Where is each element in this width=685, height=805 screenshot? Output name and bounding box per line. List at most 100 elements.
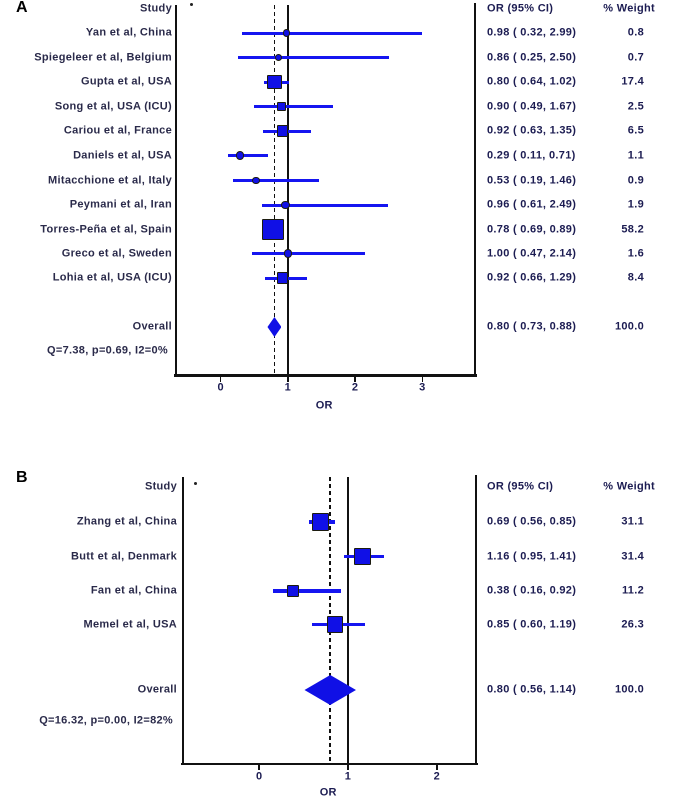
stats-or-ci: 0.86 ( 0.25, 2.50) [487, 50, 577, 63]
stats-or-ci: 0.80 ( 0.64, 1.02) [487, 75, 577, 88]
stats-weight: 1.6 [627, 246, 644, 259]
ref-line-null-or1 [347, 477, 349, 763]
axis-tick [347, 765, 349, 770]
stats-or-ci: 0.92 ( 0.63, 1.35) [487, 124, 577, 137]
stats-weight: 26.3 [621, 617, 644, 630]
study-marker [267, 74, 282, 90]
study-ci-line [261, 203, 389, 207]
axis-tick [354, 376, 356, 382]
study-label: Peymani et al, Iran [69, 198, 172, 211]
stats-weight: 31.4 [621, 549, 644, 562]
stats-or-ci: 1.00 ( 0.47, 2.14) [487, 246, 577, 259]
overall-stats-or-ci: 0.80 ( 0.73, 0.88) [487, 320, 577, 333]
study-marker [353, 547, 371, 566]
overall-stats-or-ci: 0.80 ( 0.56, 1.14) [487, 683, 577, 696]
study-marker [276, 125, 289, 137]
plot-frame-right-line [473, 3, 476, 376]
study-label: Greco et al, Sweden [61, 246, 172, 259]
stats-or-ci: 0.29 ( 0.11, 0.71) [487, 148, 576, 161]
study-label: Song et al, USA (ICU) [54, 99, 172, 112]
study-marker [326, 616, 343, 633]
study-marker [286, 584, 300, 598]
study-label: Cariou et al, France [63, 124, 172, 137]
stats-weight: 2.5 [627, 99, 644, 112]
study-ci-line [252, 252, 365, 255]
stats-weight: 1.1 [627, 148, 644, 161]
study-marker [283, 249, 293, 258]
study-column-header: Study [139, 2, 172, 15]
stats-or-ci: 0.85 ( 0.60, 1.19) [487, 617, 577, 630]
x-axis-line [174, 374, 477, 377]
study-label: Lohia et al, USA (ICU) [52, 271, 172, 284]
stats-or-ci: 1.16 ( 0.95, 1.41) [487, 549, 577, 562]
plot-frame-left-line [182, 477, 184, 765]
panel-letter-b: B [16, 469, 28, 486]
stats-or-ci: 0.90 ( 0.49, 1.67) [487, 99, 577, 112]
plot-frame-right-line [474, 475, 477, 765]
study-marker [276, 101, 286, 112]
overall-stats-weight: 100.0 [614, 683, 644, 696]
study-label: Yan et al, China [85, 26, 172, 39]
x-axis-line [181, 762, 478, 765]
stats-or-ci: 0.38 ( 0.16, 0.92) [487, 584, 577, 597]
study-header-dot [190, 3, 193, 6]
axis-tick-label: 1 [284, 381, 292, 394]
heterogeneity-text: Q=7.38, p=0.69, I2=0% [47, 344, 168, 357]
stats-or-ci: 0.78 ( 0.69, 0.89) [487, 222, 577, 235]
stats-weight: 8.4 [627, 271, 644, 284]
study-marker [236, 151, 245, 160]
axis-tick-label: 1 [344, 770, 352, 783]
study-column-header: Study [144, 480, 177, 493]
study-label: Gupta et al, USA [81, 75, 172, 88]
study-marker [262, 218, 284, 241]
stats-weight: 0.8 [627, 26, 644, 39]
axis-tick-label: 3 [419, 381, 426, 394]
stats-weight: 0.9 [627, 173, 644, 186]
study-marker [282, 29, 291, 37]
study-label: Butt et al, Denmark [71, 549, 177, 562]
study-marker [311, 513, 330, 531]
study-label: Zhang et al, China [76, 515, 177, 528]
study-marker [276, 272, 289, 284]
overall-label: Overall [137, 683, 177, 696]
axis-title-or: OR [319, 786, 337, 799]
study-marker [252, 176, 261, 185]
study-label: Memel et al, USA [83, 617, 177, 630]
study-ci-line [273, 589, 341, 593]
stats-or-ci: 0.69 ( 0.56, 0.85) [487, 515, 577, 528]
study-ci-line [237, 56, 389, 59]
stats-weight: 0.7 [627, 50, 644, 63]
study-ci-line [233, 179, 319, 182]
study-ci-line [253, 105, 333, 108]
stats-or-ci: 0.53 ( 0.19, 1.46) [487, 173, 577, 186]
overall-label: Overall [132, 320, 172, 333]
stats-header-or-ci: OR (95% CI) [487, 2, 554, 15]
study-label: Torres-Peña et al, Spain [40, 222, 172, 235]
study-label: Mitacchione et al, Italy [48, 173, 172, 186]
study-label: Daniels et al, USA [73, 148, 172, 161]
stats-header-weight: % Weight [603, 2, 655, 15]
stats-header-weight: % Weight [603, 480, 655, 493]
stats-weight: 17.4 [621, 75, 644, 88]
ref-line-null-or1 [287, 5, 289, 374]
stats-or-ci: 0.98 ( 0.32, 2.99) [487, 26, 577, 39]
axis-tick [421, 376, 424, 382]
axis-tick-label: 2 [351, 381, 359, 394]
panel-letter-a: A [16, 0, 28, 16]
plot-frame-left-line [175, 5, 177, 376]
axis-tick-label: 0 [255, 770, 263, 783]
stats-weight: 1.9 [627, 198, 644, 211]
study-marker [280, 200, 290, 210]
stats-or-ci: 0.92 ( 0.66, 1.29) [487, 271, 577, 284]
ref-line-pooled-dashed [273, 5, 276, 374]
axis-tick [287, 376, 289, 382]
axis-tick [219, 376, 222, 382]
study-header-dot [194, 482, 197, 485]
study-ci-line [228, 154, 269, 157]
stats-or-ci: 0.96 ( 0.61, 2.49) [487, 198, 577, 211]
stats-weight: 58.2 [621, 222, 644, 235]
stats-weight: 11.2 [621, 584, 644, 597]
axis-tick-label: 2 [433, 770, 440, 783]
axis-tick [436, 765, 438, 770]
overall-stats-weight: 100.0 [614, 320, 644, 333]
